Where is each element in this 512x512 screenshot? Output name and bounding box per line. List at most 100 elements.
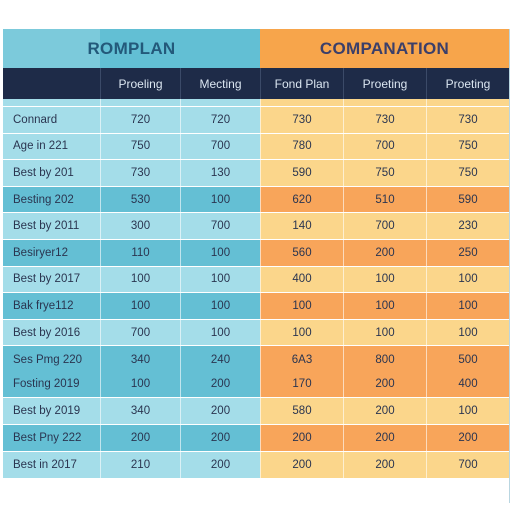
table-cell: 100 xyxy=(180,319,260,346)
table-cell: 200 xyxy=(343,239,426,266)
row-label: Ses Pmg 220 Fosting 2019 xyxy=(3,346,100,398)
table-cell: 730 xyxy=(100,160,180,186)
row-label: Best by 2019 xyxy=(3,398,100,424)
table-row: Best by 2011 300 700 140 700 230 xyxy=(3,213,509,240)
table-cell: 200 xyxy=(260,424,343,451)
cell-line: Fosting 2019 xyxy=(13,377,80,390)
table-cell: 720 xyxy=(100,107,180,133)
table-row xyxy=(3,99,509,107)
column-header-0 xyxy=(3,68,100,99)
table-cell: 590 xyxy=(426,186,509,213)
cell-line: 240 xyxy=(210,353,231,366)
table-cell: 700 xyxy=(426,451,509,479)
table-cell: 100 xyxy=(100,293,180,319)
table-cell: 590 xyxy=(260,160,343,186)
table-cell: 200 xyxy=(180,424,260,451)
table-cell: 130 xyxy=(180,160,260,186)
row-label: Bak frye112 xyxy=(3,293,100,319)
table-cell xyxy=(426,99,509,106)
group-header-right-label: COMPANATION xyxy=(319,38,450,58)
table-cell: 100 xyxy=(426,398,509,424)
table-cell: 700 xyxy=(343,213,426,239)
row-label: Best by 2017 xyxy=(3,266,100,293)
table-cell: 210 xyxy=(100,451,180,479)
table-cell: 780 xyxy=(260,133,343,160)
table-body: Connard 720 720 730 730 730 Age in 221 750 700 78… xyxy=(3,99,509,479)
table-cell xyxy=(343,99,426,106)
table-cell: 620 xyxy=(260,186,343,213)
table-cell: 200 xyxy=(343,424,426,451)
table-cell: 510 xyxy=(343,186,426,213)
group-header-left-edge xyxy=(3,29,100,68)
group-header-left: ROMPLAN xyxy=(3,29,260,68)
table-cell: 720 xyxy=(180,107,260,133)
table-cell: 200 xyxy=(343,451,426,479)
table-cell: 730 xyxy=(426,107,509,133)
table-cell: 300 xyxy=(100,213,180,239)
table-cell: 100 xyxy=(180,266,260,293)
table-cell: 200 xyxy=(260,451,343,479)
cell-line: 6A3 xyxy=(291,353,313,366)
table-cell: 200 xyxy=(180,398,260,424)
row-label: Best by 2011 xyxy=(3,213,100,239)
cell-line: 340 xyxy=(130,353,151,366)
cell-line: 400 xyxy=(458,377,478,390)
table-cell: 200 xyxy=(180,451,260,479)
table-cell: 100 xyxy=(180,239,260,266)
table-cell: 100 xyxy=(180,186,260,213)
table-row: Besting 202 530 100 620 510 590 xyxy=(3,186,509,214)
table-row: Best in 2017 210 200 200 200 700 xyxy=(3,451,509,479)
table-cell: 700 xyxy=(100,319,180,346)
cell-line: 800 xyxy=(375,353,395,366)
table-cell: 240 200 xyxy=(180,346,260,398)
column-header-4: Proeting xyxy=(343,68,426,99)
table-cell: 700 xyxy=(343,133,426,160)
table-cell: 100 xyxy=(426,293,509,319)
column-header-row: Proeling Mecting Fond Plan Proeting Proe… xyxy=(3,68,509,99)
cell-line: 200 xyxy=(210,377,231,390)
table-row: Best Pny 222 200 200 200 200 200 xyxy=(3,424,509,452)
table-cell: 100 xyxy=(343,293,426,319)
row-label xyxy=(3,99,100,106)
table-cell: 200 xyxy=(426,424,509,451)
table-cell xyxy=(180,99,260,106)
table-cell: 730 xyxy=(260,107,343,133)
cell-line: 200 xyxy=(375,377,395,390)
row-label: Best by 2016 xyxy=(3,319,100,346)
table-cell: 100 xyxy=(100,266,180,293)
table-cell: 100 xyxy=(180,293,260,319)
table-cell xyxy=(260,99,343,106)
table-cell: 340 100 xyxy=(100,346,180,398)
row-label: Best Pny 222 xyxy=(3,424,100,451)
table-cell: 200 xyxy=(343,398,426,424)
cell-line: 170 xyxy=(292,377,312,390)
table-cell: 580 xyxy=(260,398,343,424)
row-label: Besting 202 xyxy=(3,186,100,213)
table-cell: 560 xyxy=(260,239,343,266)
table-cell: 100 xyxy=(260,293,343,319)
row-label: Best in 2017 xyxy=(3,451,100,479)
table-row: Bak frye112 100 100 100 100 100 xyxy=(3,293,509,320)
column-header-1: Proeling xyxy=(100,68,180,99)
cell-line: 100 xyxy=(130,377,151,390)
row-label: Best by 201 xyxy=(3,160,100,186)
table-row: Ses Pmg 220 Fosting 2019 340 100 240 200 6A3 17… xyxy=(3,346,509,399)
table-cell: 100 xyxy=(426,319,509,346)
table-row: Best by 2019 340 200 580 200 100 xyxy=(3,398,509,425)
column-header-3: Fond Plan xyxy=(260,68,343,99)
table-cell: 700 xyxy=(180,213,260,239)
group-header-left-label: ROMPLAN xyxy=(87,38,176,58)
table-row: Best by 2016 700 100 100 100 100 xyxy=(3,319,509,347)
table-cell: 530 xyxy=(100,186,180,213)
table-cell: 110 xyxy=(100,239,180,266)
table-cell: 750 xyxy=(426,133,509,160)
table-row: Connard 720 720 730 730 730 xyxy=(3,107,509,134)
table-cell: 200 xyxy=(100,424,180,451)
table-cell: 100 xyxy=(260,319,343,346)
comparison-table: ROMPLAN COMPANATION Proeling Mecting Fon… xyxy=(3,29,510,503)
table-cell: 730 xyxy=(343,107,426,133)
row-label: Age in 221 xyxy=(3,133,100,160)
table-cell: 500 400 xyxy=(426,346,509,398)
table-cell xyxy=(100,99,180,106)
table-cell: 230 xyxy=(426,213,509,239)
